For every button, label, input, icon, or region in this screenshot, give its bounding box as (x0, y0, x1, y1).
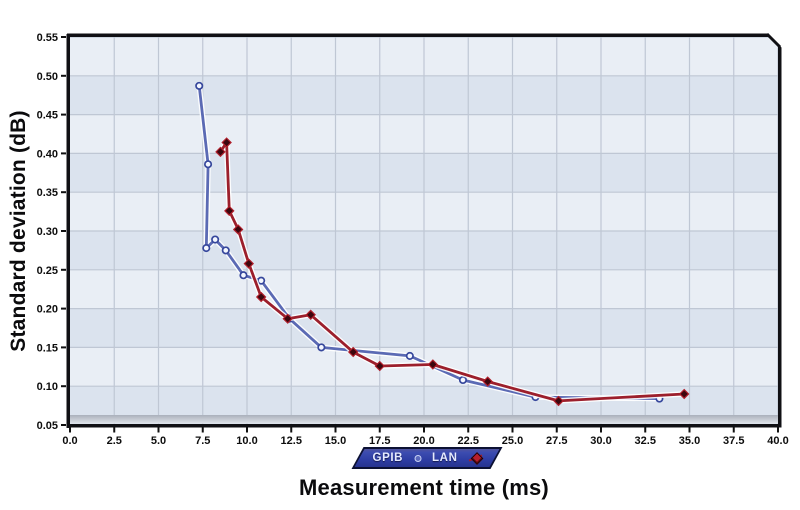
x-tick-label: 37.5 (723, 435, 744, 447)
y-tick-label: 0.35 (37, 187, 58, 199)
legend-label-lan: LAN (432, 452, 458, 464)
lan-data-point (678, 388, 690, 400)
gpib-data-point (221, 246, 230, 255)
lan-data-point (215, 146, 226, 158)
x-tick-label: 27.5 (546, 435, 567, 447)
x-tick-label: 32.5 (635, 435, 656, 447)
plot-bevel (70, 415, 778, 424)
x-axis-line (66, 424, 782, 428)
gpib-circle-marker-icon (414, 455, 421, 462)
gpib-data-point (257, 276, 266, 285)
lan-diamond-marker-icon (467, 452, 483, 464)
x-tick-label: 7.5 (195, 435, 210, 447)
gpib-data-point (204, 160, 213, 169)
lan-data-point (305, 309, 316, 321)
x-tick-label: 40.0 (767, 435, 788, 447)
lan-data-point (282, 313, 293, 324)
x-tick-label: 2.5 (107, 435, 122, 447)
gpib-data-point (405, 351, 414, 360)
x-tick-label: 5.0 (151, 435, 166, 447)
y-tick-label: 0.55 (37, 32, 58, 44)
legend-label-gpib: GPIB (372, 452, 404, 464)
x-tick-label: 17.5 (369, 435, 390, 447)
gpib-data-point (458, 375, 467, 385)
lan-data-point (232, 224, 244, 235)
y-tick-label: 0.50 (37, 71, 58, 83)
lan-data-point (221, 137, 232, 148)
lan-data-point (553, 395, 564, 407)
lan-data-point (255, 291, 267, 303)
gpib-data-point (211, 235, 220, 244)
y-tick-label: 0.05 (37, 420, 58, 432)
y-tick-label: 0.40 (37, 148, 58, 160)
x-tick-label: 22.5 (458, 435, 479, 447)
x-tick-label: 12.5 (281, 435, 302, 447)
legend: GPIB LAN (352, 447, 503, 469)
lan-data-point (243, 258, 255, 269)
legend-content: GPIB LAN (355, 449, 500, 467)
x-tick-label: 15.0 (325, 435, 346, 447)
x-axis-title: Measurement time (ms) (299, 475, 549, 500)
x-tick-label: 10.0 (236, 435, 257, 447)
corner-bevel-line (765, 32, 782, 49)
y-tick-label: 0.45 (37, 110, 58, 122)
x-tick-label: 30.0 (590, 435, 611, 447)
gpib-data-point (202, 244, 211, 253)
gpib-data-point (317, 343, 326, 352)
plot-frame-top (67, 33, 782, 37)
lan-data-point (427, 359, 439, 370)
y-tick-label: 0.20 (37, 304, 58, 316)
x-tick-label: 20.0 (413, 435, 434, 447)
y-axis-line (66, 34, 70, 428)
lan-data-point (482, 376, 493, 387)
x-tick-label: 0.0 (62, 435, 77, 447)
y-tick-label: 0.25 (37, 265, 58, 277)
y-tick-label: 0.30 (37, 226, 58, 238)
lan-data-point (347, 346, 359, 358)
x-tick-label: 25.0 (502, 435, 523, 447)
y-tick-label: 0.15 (37, 342, 58, 354)
gpib-data-point (195, 81, 204, 90)
plot-frame-right (778, 34, 782, 426)
lan-data-point (374, 360, 385, 372)
lan-data-point (224, 205, 235, 217)
y-axis-title: Standard deviation (dB) (7, 110, 30, 352)
gpib-data-point (239, 271, 248, 280)
x-tick-label: 35.0 (679, 435, 700, 447)
legend-ribbon: GPIB LAN (352, 447, 503, 469)
y-tick-label: 0.10 (37, 381, 58, 393)
